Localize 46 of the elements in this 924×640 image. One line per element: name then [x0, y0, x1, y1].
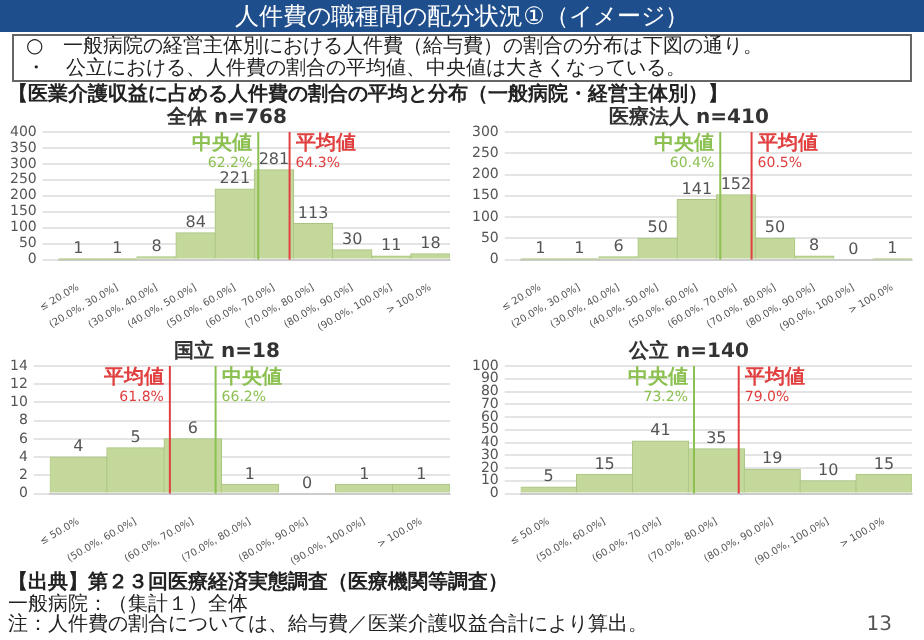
text: 人件費の職種間の配分状況①（イメージ）	[0, 0, 924, 32]
data-label: 11	[381, 236, 402, 255]
text: 13	[866, 614, 892, 637]
data-label: 10	[817, 460, 839, 479]
data-label: 221	[219, 169, 251, 188]
text: 注：人件費の割合については、給与費／医業介護収益合計により算出。	[8, 614, 648, 636]
data-label: 4	[73, 437, 84, 456]
data-label: 1	[535, 239, 546, 258]
data-label: 141	[681, 179, 713, 198]
data-label: 1	[73, 239, 84, 258]
data-label: 281	[258, 150, 290, 169]
data-label: 19	[762, 449, 783, 468]
text: ・ 公立における、人件費の割合の平均値、中央値は大きくなっている。	[26, 58, 688, 80]
data-label: 1	[112, 239, 123, 258]
data-label: 0	[301, 473, 313, 492]
text: 一般病院：（集計１）全体	[6, 593, 250, 615]
data-label: 152	[720, 175, 752, 194]
text: 【医業介護収益に占める人件費の割合の平均と分布（一般病院・経営主体別）】	[8, 84, 730, 106]
data-label: 113	[297, 203, 329, 222]
chart-title: 公立 n=140	[627, 339, 749, 364]
data-label: 18	[420, 233, 441, 252]
text: 【出典】第２３回医療経済実態調査（医療機関等調査）	[6, 572, 510, 594]
data-label: 8	[809, 236, 820, 255]
data-label: 84	[185, 212, 206, 231]
data-label: 15	[594, 454, 615, 473]
chart-title: 国立 n=18	[174, 339, 280, 364]
data-label: 30	[341, 230, 363, 249]
chart-title: 医療法人 n=410	[609, 105, 769, 130]
data-label: 1	[416, 464, 427, 483]
data-label: 1	[887, 239, 898, 258]
data-label: 5	[543, 467, 554, 486]
chart-title: 全体 n=768	[165, 105, 287, 130]
data-label: 41	[650, 421, 671, 440]
data-label: 1	[574, 239, 585, 258]
data-label: 8	[151, 237, 162, 256]
text: ○ 一般病院の経営主体別における人件費（給与費）の割合の分布は下図の通り。	[26, 36, 766, 58]
data-label: 1	[244, 464, 255, 483]
data-label: 50	[647, 218, 668, 237]
data-label: 50	[764, 218, 786, 237]
data-label: 1	[359, 464, 370, 483]
data-label: 6	[613, 237, 624, 256]
data-label: 35	[706, 429, 727, 448]
data-label: 6	[187, 419, 198, 438]
data-label: 5	[130, 428, 141, 447]
data-label: 15	[873, 454, 895, 473]
data-label: 0	[848, 239, 859, 258]
